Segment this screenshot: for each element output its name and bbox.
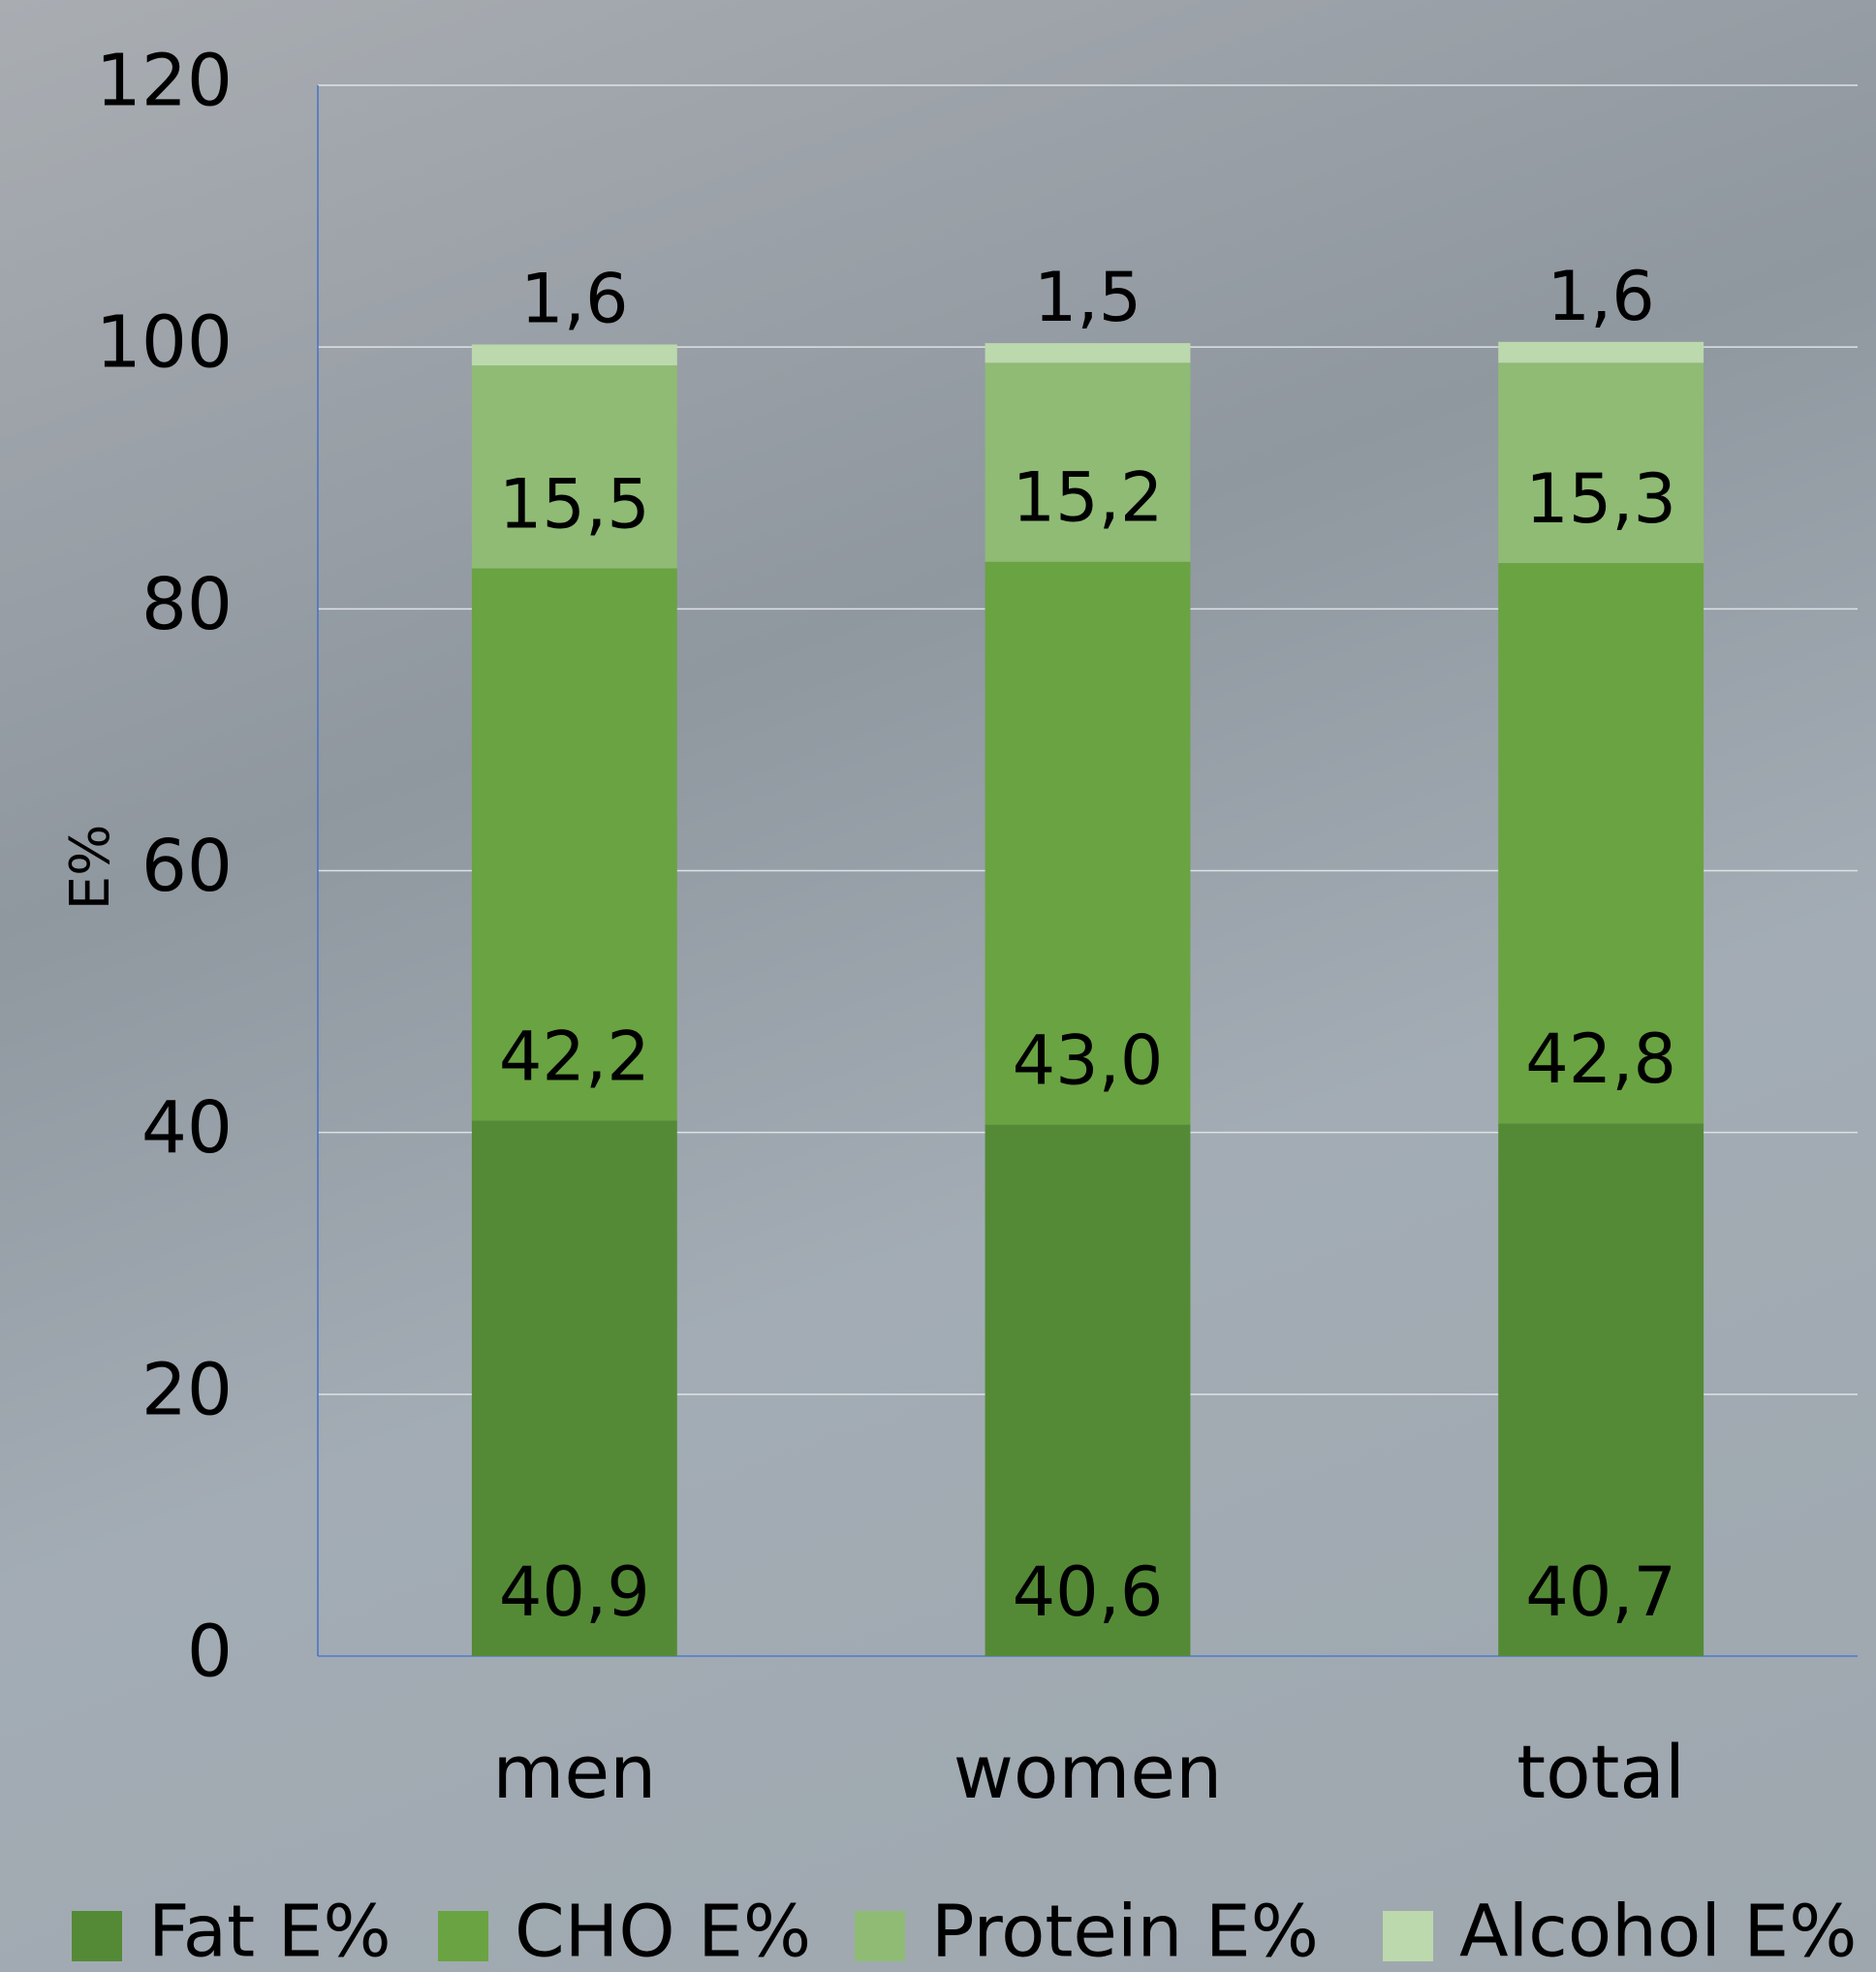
- data-label: 15,2: [1013, 458, 1164, 538]
- data-label: 40,9: [499, 1552, 650, 1632]
- y-tick-label: 100: [96, 301, 233, 385]
- legend-label: CHO E%: [515, 1891, 811, 1972]
- legend-swatch: [72, 1911, 122, 1961]
- y-tick-label: 0: [187, 1611, 233, 1694]
- data-label: 40,7: [1525, 1552, 1676, 1632]
- data-label: 15,5: [499, 464, 650, 544]
- data-label: 1,6: [1548, 257, 1655, 336]
- chart: E% 0 20 40 60 80 100 120 men 40,9 42,2 15,5 1,6 wome…: [0, 0, 1876, 1972]
- bar-segment: [472, 344, 677, 365]
- data-label: 1,5: [1034, 258, 1141, 337]
- data-label: 15,3: [1525, 459, 1676, 539]
- data-label: 42,8: [1525, 1019, 1676, 1099]
- legend-swatch: [438, 1911, 488, 1961]
- legend-label: Protein E%: [931, 1891, 1319, 1972]
- data-label: 1,6: [520, 259, 628, 338]
- legend-swatch: [1383, 1911, 1433, 1961]
- legend-swatch: [855, 1911, 905, 1961]
- data-label: 43,0: [1013, 1021, 1164, 1101]
- y-tick-label: 120: [96, 40, 233, 123]
- x-tick-label: men: [492, 1729, 656, 1815]
- x-tick-label: total: [1516, 1729, 1685, 1815]
- bar-segment: [1498, 342, 1704, 363]
- x-tick-label: women: [954, 1729, 1223, 1815]
- y-tick-label: 60: [141, 825, 233, 908]
- y-axis-title: E%: [59, 825, 122, 911]
- y-tick-label: 40: [141, 1086, 233, 1170]
- legend-label: Fat E%: [148, 1891, 391, 1972]
- y-tick-label: 80: [141, 563, 233, 646]
- y-tick-label: 20: [141, 1348, 233, 1431]
- data-label: 42,2: [499, 1017, 650, 1097]
- bar-segment: [985, 343, 1191, 362]
- data-label: 40,6: [1013, 1552, 1164, 1632]
- legend-label: Alcohol E%: [1459, 1891, 1857, 1972]
